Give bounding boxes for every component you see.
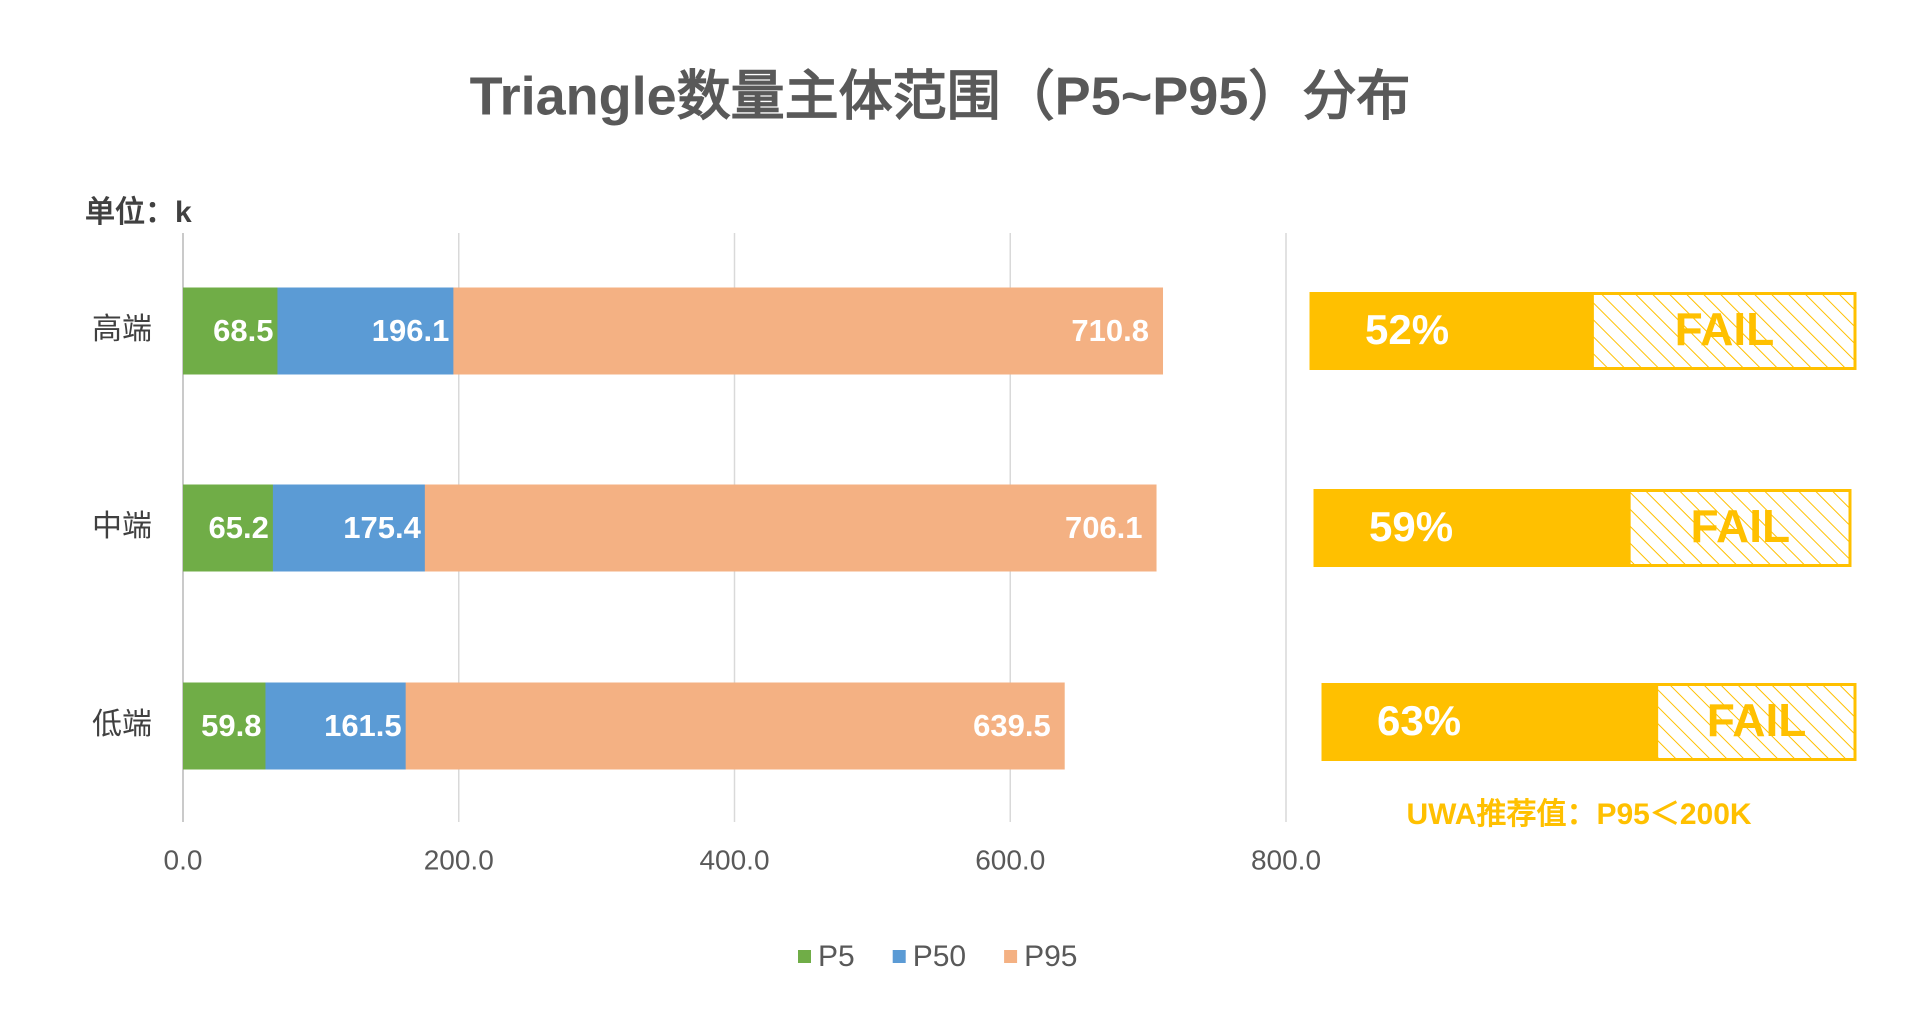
x-tick-label: 200.0 — [424, 844, 494, 875]
badge-status: FAIL — [1707, 694, 1807, 746]
badge-fill — [1311, 293, 1594, 369]
legend-label: P5 — [818, 940, 855, 973]
data-label: 639.5 — [973, 708, 1051, 743]
data-label: 196.1 — [372, 313, 450, 348]
data-label: 161.5 — [324, 708, 402, 743]
data-label: 175.4 — [343, 510, 421, 545]
data-label: 706.1 — [1065, 510, 1143, 545]
x-tick-label: 0.0 — [164, 844, 203, 875]
badge-value: 52% — [1365, 306, 1449, 353]
y-tick-label: 中端 — [92, 510, 152, 543]
legend-swatch — [1004, 950, 1018, 963]
badge-status: FAIL — [1690, 500, 1790, 552]
badge-value: 59% — [1369, 503, 1453, 550]
x-tick-label: 800.0 — [1251, 844, 1321, 875]
legend-label: P95 — [1024, 940, 1077, 973]
badge-value: 63% — [1377, 697, 1461, 744]
bar — [183, 287, 278, 375]
bar — [183, 484, 273, 572]
chart-title: Triangle数量主体范围（P5~P95）分布 — [470, 66, 1411, 126]
data-label: 68.5 — [213, 313, 273, 348]
y-tick-label: 低端 — [92, 708, 152, 741]
data-label: 65.2 — [209, 510, 269, 545]
badge-note: UWA推荐值：P95＜200K — [1406, 798, 1751, 831]
legend-swatch — [798, 950, 811, 963]
badge-status: FAIL — [1675, 303, 1775, 355]
x-tick-label: 400.0 — [699, 844, 769, 875]
badge-fill — [1323, 684, 1659, 760]
x-tick-label: 600.0 — [975, 844, 1045, 875]
data-label: 710.8 — [1071, 313, 1149, 348]
badge-fill — [1315, 490, 1631, 566]
bar — [183, 682, 266, 770]
legend-swatch — [892, 950, 906, 963]
data-label: 59.8 — [201, 708, 261, 743]
legend-label: P50 — [913, 940, 966, 973]
y-tick-label: 高端 — [92, 313, 152, 346]
unit-label: 单位：k — [85, 195, 192, 229]
